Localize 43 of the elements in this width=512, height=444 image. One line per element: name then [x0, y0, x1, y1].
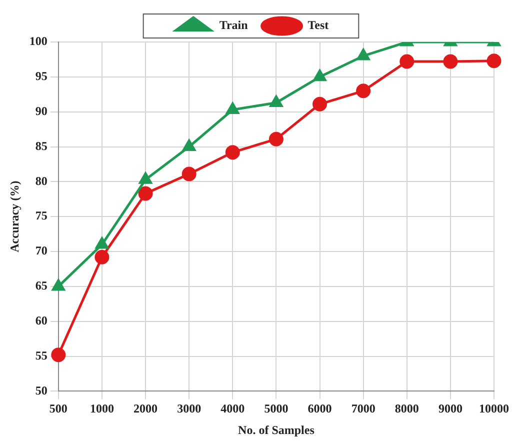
y-tick-label: 70: [35, 244, 48, 258]
point: [270, 96, 283, 108]
point: [139, 172, 152, 184]
legend-label: Train: [219, 18, 248, 32]
x-tick-label: 5000: [264, 401, 288, 416]
point: [96, 237, 108, 249]
x-tick-label: 2000: [134, 401, 158, 416]
x-tick-label: 500: [49, 401, 68, 416]
y-tick-label: 85: [35, 138, 48, 153]
x-tick-label: 6000: [308, 401, 332, 416]
x-tick-label: 4000: [220, 401, 245, 416]
x-tick-label: 8000: [394, 401, 419, 416]
point: [138, 186, 153, 201]
point: [94, 250, 110, 264]
x-axis-title: No. of Samples: [238, 422, 315, 437]
y-tick-label: 75: [35, 208, 48, 223]
point: [225, 145, 240, 160]
x-tick-label: 3000: [177, 401, 202, 416]
point: [226, 102, 240, 114]
point: [182, 140, 196, 152]
y-tick-label: 65: [35, 278, 48, 293]
point: [356, 48, 370, 60]
legend-label: Test: [308, 18, 329, 32]
point: [486, 54, 502, 68]
y-tick-label: 100: [29, 34, 48, 48]
point: [312, 96, 328, 112]
y-axis-title: Accuracy (%): [7, 180, 22, 252]
point: [182, 166, 196, 182]
x-tick-label: 1000: [90, 401, 114, 416]
y-tick-label: 50: [35, 383, 48, 398]
point: [400, 54, 414, 69]
x-tick-label: 7000: [351, 401, 376, 416]
x-tick-label: 10000: [479, 401, 509, 416]
point: [356, 84, 371, 98]
y-tick-label: 55: [35, 348, 48, 362]
y-tick-label: 90: [35, 104, 48, 118]
point: [443, 54, 458, 69]
point: [268, 132, 284, 146]
y-tick-label: 60: [35, 313, 48, 328]
x-tick-label: 9000: [438, 401, 462, 416]
point: [313, 70, 326, 82]
y-tick-label: 95: [35, 69, 48, 84]
y-tick-label: 80: [35, 174, 48, 188]
